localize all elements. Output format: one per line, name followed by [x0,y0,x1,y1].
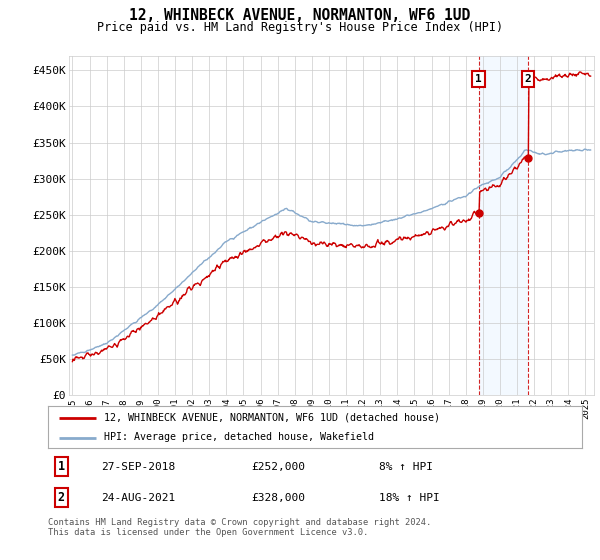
Text: HPI: Average price, detached house, Wakefield: HPI: Average price, detached house, Wake… [104,432,374,442]
Text: 2: 2 [525,74,532,84]
Text: 18% ↑ HPI: 18% ↑ HPI [379,493,440,503]
Text: Contains HM Land Registry data © Crown copyright and database right 2024.
This d: Contains HM Land Registry data © Crown c… [48,518,431,538]
Text: 12, WHINBECK AVENUE, NORMANTON, WF6 1UD: 12, WHINBECK AVENUE, NORMANTON, WF6 1UD [130,8,470,24]
Text: 1: 1 [58,460,65,473]
Text: £328,000: £328,000 [251,493,305,503]
Bar [479,56,528,395]
Text: 27-SEP-2018: 27-SEP-2018 [101,461,176,472]
Text: 24-AUG-2021: 24-AUG-2021 [101,493,176,503]
Text: Price paid vs. HM Land Registry's House Price Index (HPI): Price paid vs. HM Land Registry's House … [97,21,503,34]
Text: 8% ↑ HPI: 8% ↑ HPI [379,461,433,472]
Text: 2: 2 [58,491,65,504]
Text: 12, WHINBECK AVENUE, NORMANTON, WF6 1UD (detached house): 12, WHINBECK AVENUE, NORMANTON, WF6 1UD … [104,413,440,423]
Text: 1: 1 [475,74,482,84]
Text: £252,000: £252,000 [251,461,305,472]
